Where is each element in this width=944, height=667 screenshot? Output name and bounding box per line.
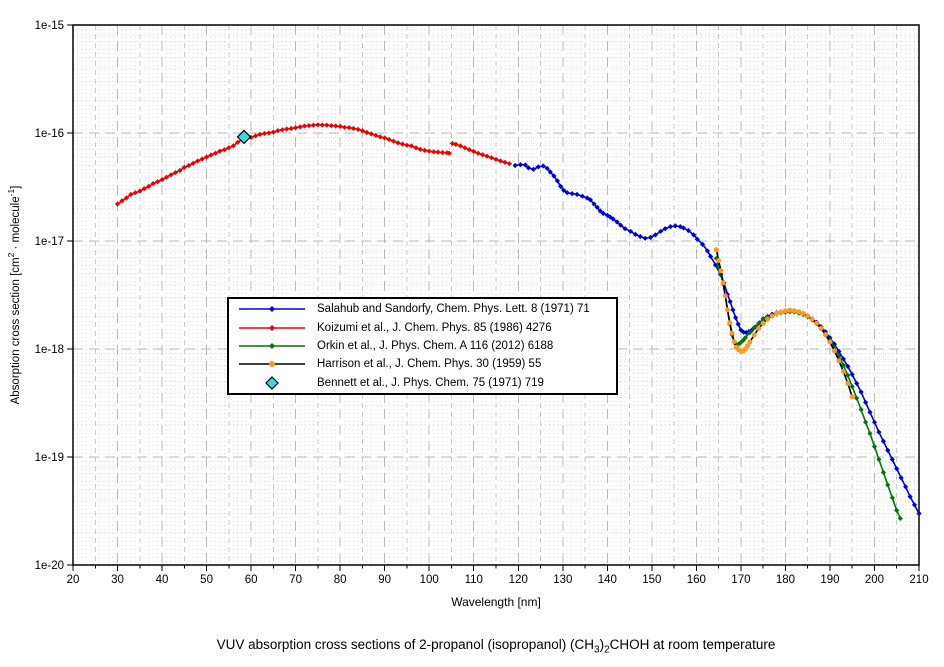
legend-sample-harrison-line-marker-icon <box>239 361 305 368</box>
series-koizumi-markers <box>449 140 512 167</box>
series-harrison-marker <box>818 325 824 331</box>
legend: Salahub and Sandorfy, Chem. Phys. Lett. … <box>227 297 618 395</box>
series-harrison-marker <box>731 339 737 345</box>
y-tick-label: 1e-19 <box>35 452 64 464</box>
series-harrison-marker <box>729 330 735 336</box>
legend-label-salahub: Salahub and Sandorfy, Chem. Phys. Lett. … <box>317 303 590 316</box>
series-harrison-marker <box>769 313 775 319</box>
legend-row-koizumi: Koizumi et al., J. Chem. Phys. 85 (1986)… <box>229 318 616 336</box>
y-tick-label: 1e-16 <box>35 128 64 140</box>
y-tick-label: 1e-18 <box>35 344 64 356</box>
series-harrison-marker <box>720 280 726 286</box>
series-harrison-marker <box>845 380 851 386</box>
x-tick-label: 170 <box>731 574 750 586</box>
legend-row-harrison: Harrison et al., J. Chem. Phys. 30 (1959… <box>229 355 616 373</box>
legend-row-orkin: Orkin et al., J. Phys. Chem. A 116 (2012… <box>229 337 616 355</box>
series-harrison-marker <box>751 332 757 338</box>
y-tick-label: 1e-15 <box>35 20 64 32</box>
series-harrison-marker <box>831 348 837 354</box>
legend-label-orkin: Orkin et al., J. Phys. Chem. A 116 (2012… <box>317 339 554 352</box>
legend-marker-salahub-and-sandorfy <box>269 306 275 313</box>
x-tick-label: 20 <box>67 574 80 586</box>
x-tick-label: 70 <box>289 574 302 586</box>
legend-marker-koizumi <box>269 324 275 331</box>
legend-sample-koizumi-line-marker-icon <box>239 324 305 331</box>
series-harrison-marker <box>809 316 815 322</box>
series-harrison-marker <box>774 311 779 316</box>
legend-sample-bennett-marker-icon <box>265 375 279 390</box>
series-harrison-marker <box>716 258 722 263</box>
series-harrison-marker <box>718 268 724 274</box>
series-harrison-marker <box>747 339 753 345</box>
x-tick-label: 180 <box>776 574 795 586</box>
x-tick-label: 110 <box>465 574 483 586</box>
series-bennett-marker <box>236 129 252 145</box>
x-tick-label: 120 <box>509 574 528 586</box>
series-harrison <box>713 247 855 400</box>
legend-sample-salahub-line-marker-icon <box>239 306 305 313</box>
series-harrison-marker <box>756 325 762 331</box>
axis-ticks <box>67 24 920 571</box>
y-tick-label: 1e-20 <box>35 560 64 572</box>
x-tick-label: 200 <box>865 574 884 586</box>
figure-caption: VUV absorption cross sections of 2-propa… <box>216 637 776 656</box>
legend-label-koizumi: Koizumi et al., J. Chem. Phys. 85 (1986)… <box>317 321 552 334</box>
series-harrison-marker <box>725 307 730 313</box>
legend-marker-bennett <box>265 375 279 390</box>
series-harrison-marker <box>760 320 766 326</box>
x-tick-label: 150 <box>642 574 661 586</box>
grid-major <box>73 25 919 565</box>
series-harrison-marker <box>791 308 797 314</box>
x-tick-label: 50 <box>200 574 213 586</box>
series-harrison-marker <box>827 339 833 345</box>
series-koizumi <box>114 122 512 207</box>
series-harrison-marker <box>800 311 806 316</box>
x-tick-label: 100 <box>420 574 439 586</box>
x-tick-label: 80 <box>334 574 347 586</box>
series-harrison-marker <box>745 343 751 349</box>
series-harrison-marker <box>796 309 802 315</box>
series-harrison-marker <box>765 316 771 322</box>
x-tick-label: 140 <box>598 574 617 586</box>
series-koizumi-line <box>117 123 450 205</box>
series-harrison-marker <box>787 307 793 313</box>
legend-row-bennett: Bennett et al., J. Phys. Chem. 75 (1971)… <box>229 374 616 392</box>
grid-minor <box>73 25 919 565</box>
legend-row-salahub: Salahub and Sandorfy, Chem. Phys. Lett. … <box>229 300 616 318</box>
series-harrison-marker <box>722 293 728 299</box>
grid-mid <box>94 25 898 565</box>
series-orkin-line <box>715 258 902 519</box>
series-harrison-marker <box>836 358 842 364</box>
series-harrison-marker <box>805 313 811 319</box>
series-harrison-marker <box>840 368 846 374</box>
y-tick-label: 1e-17 <box>35 236 64 248</box>
x-tick-label: 30 <box>111 574 124 586</box>
series-harrison-marker <box>778 309 784 315</box>
series-harrison-marker <box>849 394 855 400</box>
x-tick-label: 190 <box>820 574 839 586</box>
series-bennett <box>236 129 252 145</box>
legend-label-harrison: Harrison et al., J. Chem. Phys. 30 (1959… <box>317 358 542 371</box>
series-koizumi-markers <box>114 122 452 207</box>
series-harrison-marker <box>713 247 719 253</box>
legend-marker-orkin <box>269 342 275 349</box>
y-axis-label: Absorption cross section [cm2 · molecule… <box>6 185 22 405</box>
series-harrison-marker <box>823 332 828 338</box>
x-tick-label: 40 <box>156 574 169 586</box>
series-harrison-marker <box>782 308 788 314</box>
legend-label-bennett: Bennett et al., J. Phys. Chem. 75 (1971)… <box>317 376 544 389</box>
x-tick-label: 90 <box>378 574 391 586</box>
series-harrison-marker <box>814 320 820 326</box>
x-axis-label: Wavelength [nm] <box>451 595 541 609</box>
series-harrison-marker <box>727 320 733 326</box>
x-tick-label: 60 <box>245 574 258 586</box>
x-tick-label: 210 <box>909 574 928 586</box>
legend-marker-harrison <box>269 361 275 368</box>
x-tick-label: 160 <box>687 574 706 586</box>
x-tick-label: 130 <box>553 574 572 586</box>
legend-sample-orkin-line-marker-icon <box>239 342 305 349</box>
